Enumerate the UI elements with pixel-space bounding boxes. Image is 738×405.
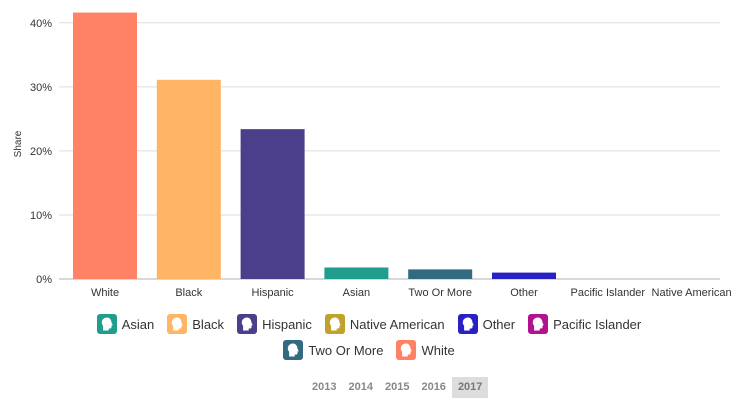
bar-other xyxy=(492,272,556,279)
legend-label: Hispanic xyxy=(262,316,312,332)
legend-item-two-or-more[interactable]: Two Or More xyxy=(283,340,383,360)
y-tick-label: 20% xyxy=(30,146,52,158)
y-axis-label: Share xyxy=(13,130,24,157)
x-tick-label: Hispanic xyxy=(252,287,295,299)
person-head-icon xyxy=(283,340,304,360)
person-head-icon xyxy=(396,340,417,360)
y-tick-label: 40% xyxy=(30,18,52,30)
legend-item-white[interactable]: White xyxy=(396,340,455,360)
legend-row-1: Asian Black Hispanic Native American Other Pa… xyxy=(0,314,738,334)
legend-row-2: Two Or More White xyxy=(0,340,738,360)
person-head-icon xyxy=(237,314,258,334)
legend-label: Native American xyxy=(349,316,445,332)
year-button-2017[interactable]: 2017 xyxy=(451,377,489,398)
person-head-icon xyxy=(528,314,549,334)
x-tick-label: Other xyxy=(510,287,538,299)
legend-label: Pacific Islander xyxy=(553,316,642,332)
legend-label: Two Or More xyxy=(308,342,384,358)
y-tick-label: 10% xyxy=(30,210,52,222)
legend-item-asian[interactable]: Asian xyxy=(96,314,155,334)
x-tick-label: White xyxy=(91,287,119,299)
year-button-2016[interactable]: 2016 xyxy=(421,381,446,393)
legend-item-other[interactable]: Other xyxy=(457,314,516,334)
person-head-icon xyxy=(457,314,478,334)
person-head-icon xyxy=(167,314,188,334)
x-tick-label: Native American xyxy=(652,287,732,299)
year-button-2014[interactable]: 2014 xyxy=(348,381,373,393)
legend-item-native-american[interactable]: Native American xyxy=(324,314,445,334)
person-head-icon xyxy=(324,314,345,334)
bar-asian xyxy=(324,267,389,279)
x-tick-label: Black xyxy=(175,287,202,299)
bar-two-or-more xyxy=(408,269,473,279)
legend-item-black[interactable]: Black xyxy=(167,314,224,334)
bar-black xyxy=(156,79,221,279)
legend-item-pacific-islander[interactable]: Pacific Islander xyxy=(528,314,641,334)
year-selector: 2013 2014 2015 2016 2017 xyxy=(306,377,489,398)
x-tick-label: Two Or More xyxy=(408,287,472,299)
year-button-2015[interactable]: 2015 xyxy=(384,381,410,393)
legend-label: Other xyxy=(482,316,516,332)
bar-hispanic xyxy=(240,129,305,279)
bar-chart: 0% 10% 20% 30% 40% Share White Black Hispanic Asi… xyxy=(13,12,732,299)
y-tick-label: 30% xyxy=(30,82,52,94)
person-head-icon xyxy=(96,314,117,334)
y-tick-label: 0% xyxy=(36,274,52,286)
x-tick-label: Pacific Islander xyxy=(571,287,646,299)
legend-label: Black xyxy=(192,316,225,332)
legend-item-hispanic[interactable]: Hispanic xyxy=(237,314,312,334)
bar-white xyxy=(73,12,137,280)
x-tick-label: Asian xyxy=(343,287,371,299)
year-button-2013[interactable]: 2013 xyxy=(312,381,337,393)
legend-label: White xyxy=(421,342,455,358)
legend-label: Asian xyxy=(121,316,155,332)
